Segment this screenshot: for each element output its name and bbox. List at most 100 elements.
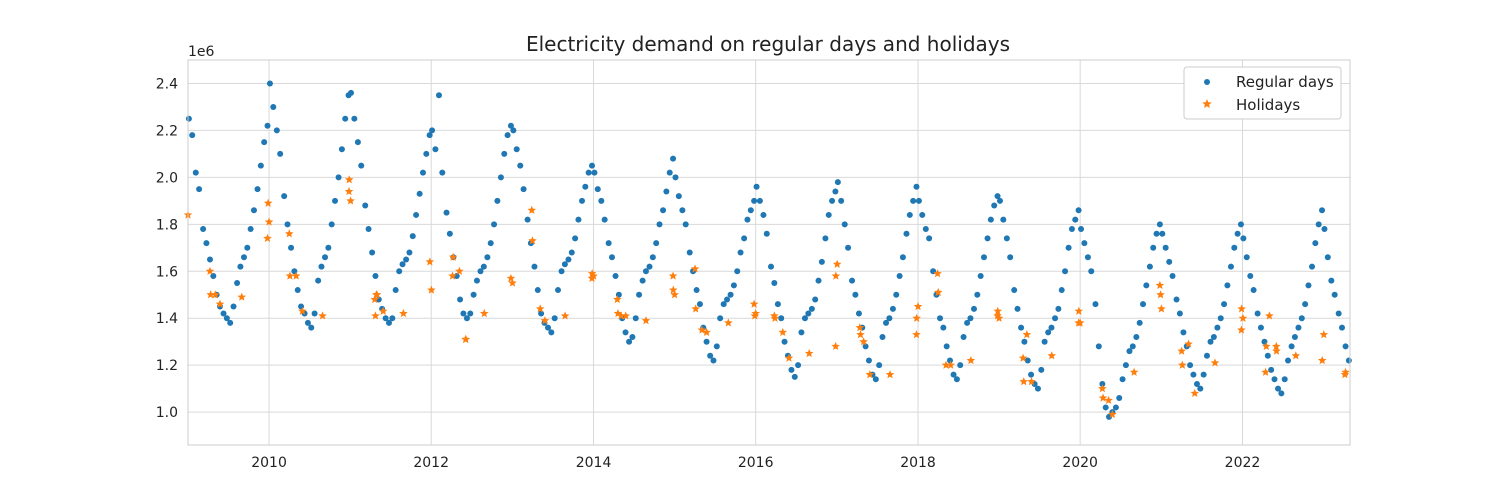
regular-day-point [484, 254, 491, 261]
regular-day-point [970, 305, 977, 312]
holiday-point [1271, 341, 1281, 351]
regular-day-point [335, 174, 342, 181]
regular-day-point [1324, 254, 1331, 261]
regular-day-point [926, 235, 933, 242]
regular-day-point [950, 371, 957, 378]
regular-day-point [845, 244, 852, 251]
regular-day-point [1207, 338, 1214, 345]
regular-day-point [1203, 352, 1210, 359]
regular-day-point [240, 254, 247, 261]
regular-day-point [513, 146, 520, 153]
holiday-point [751, 309, 760, 318]
regular-day-point [666, 169, 673, 176]
regular-day-point [886, 315, 893, 322]
regular-day-point [1315, 221, 1322, 228]
regular-day-point [227, 319, 234, 326]
plot-frame [187, 59, 1351, 446]
regular-day-point [834, 179, 841, 186]
regular-day-point [838, 197, 845, 204]
holiday-point [1098, 393, 1108, 402]
regular-day-point [203, 240, 210, 247]
regular-day-point [545, 324, 552, 331]
holiday-point [298, 306, 307, 315]
regular-day-point [1291, 334, 1298, 341]
regular-day-point [254, 186, 261, 193]
regular-day-point [244, 244, 251, 251]
regular-day-point [957, 362, 964, 369]
regular-day-point [185, 115, 192, 122]
regular-day-point [660, 207, 667, 214]
regular-day-point [855, 310, 862, 317]
regular-day-point [1257, 324, 1264, 331]
regular-day-point [798, 329, 805, 336]
regular-day-point [1187, 362, 1194, 369]
regular-day-point [223, 315, 230, 322]
regular-day-point [1078, 226, 1085, 233]
holiday-point [215, 299, 225, 308]
regular-day-point [1224, 282, 1231, 289]
regular-day-point [893, 291, 900, 298]
regular-day-point [220, 310, 227, 317]
holiday-point [1237, 304, 1246, 313]
holiday-point [669, 285, 678, 294]
regular-day-point [774, 301, 781, 308]
regular-day-point [1345, 357, 1352, 364]
holiday-point [291, 271, 301, 280]
regular-day-point [964, 319, 971, 326]
regular-day-point [332, 197, 339, 204]
holiday-point [1019, 377, 1029, 386]
regular-day-point [1268, 366, 1275, 373]
holiday-point [448, 252, 458, 261]
holiday-point [535, 304, 545, 313]
regular-day-point [872, 376, 879, 383]
holiday-point [285, 271, 295, 280]
regular-day-point [423, 150, 430, 157]
regular-day-point [1018, 324, 1025, 331]
regular-day-point [795, 362, 802, 369]
holiday-point [1184, 339, 1193, 348]
regular-day-point [548, 329, 555, 336]
regular-day-point [507, 122, 514, 129]
regular-day-point [338, 146, 345, 153]
x-tick-label: 2022 [1225, 455, 1261, 471]
regular-day-point [1319, 207, 1326, 214]
regular-day-point [1011, 287, 1018, 294]
y-tick-label: 2.2 [156, 123, 178, 139]
regular-day-point [1210, 334, 1217, 341]
regular-day-point [189, 132, 196, 139]
regular-day-point [1190, 371, 1197, 378]
regular-day-point [318, 263, 325, 270]
regular-day-point [579, 197, 585, 204]
regular-day-point [237, 263, 244, 270]
regular-day-point [250, 207, 257, 214]
regular-day-point [551, 315, 558, 322]
regular-day-point [565, 256, 572, 263]
regular-day-point [1200, 371, 1207, 378]
regular-day-point [741, 235, 748, 242]
holiday-point [211, 290, 220, 299]
regular-day-point [273, 127, 280, 134]
regular-day-point [1129, 343, 1136, 350]
y-tick-label: 1.6 [156, 264, 178, 280]
holiday-point [865, 370, 875, 379]
regular-day-point [953, 376, 960, 383]
regular-day-point [432, 146, 439, 153]
regular-day-point [1275, 385, 1282, 392]
regular-day-point [1126, 348, 1133, 355]
regular-day-point [994, 193, 1001, 200]
holiday-point [1104, 395, 1113, 405]
regular-day-point [230, 303, 237, 310]
holiday-point [1238, 313, 1248, 322]
regular-day-point [429, 127, 436, 134]
regular-day-point [477, 268, 484, 275]
holiday-point [616, 311, 626, 320]
regular-day-point [348, 89, 355, 96]
regular-day-point [730, 282, 737, 289]
regular-day-point [196, 186, 203, 193]
holiday-point [1319, 330, 1329, 339]
regular-day-point [369, 249, 376, 256]
regular-day-point [672, 174, 679, 181]
regular-day-point [575, 216, 582, 223]
regular-day-point [903, 230, 910, 237]
regular-day-point [1116, 395, 1123, 402]
